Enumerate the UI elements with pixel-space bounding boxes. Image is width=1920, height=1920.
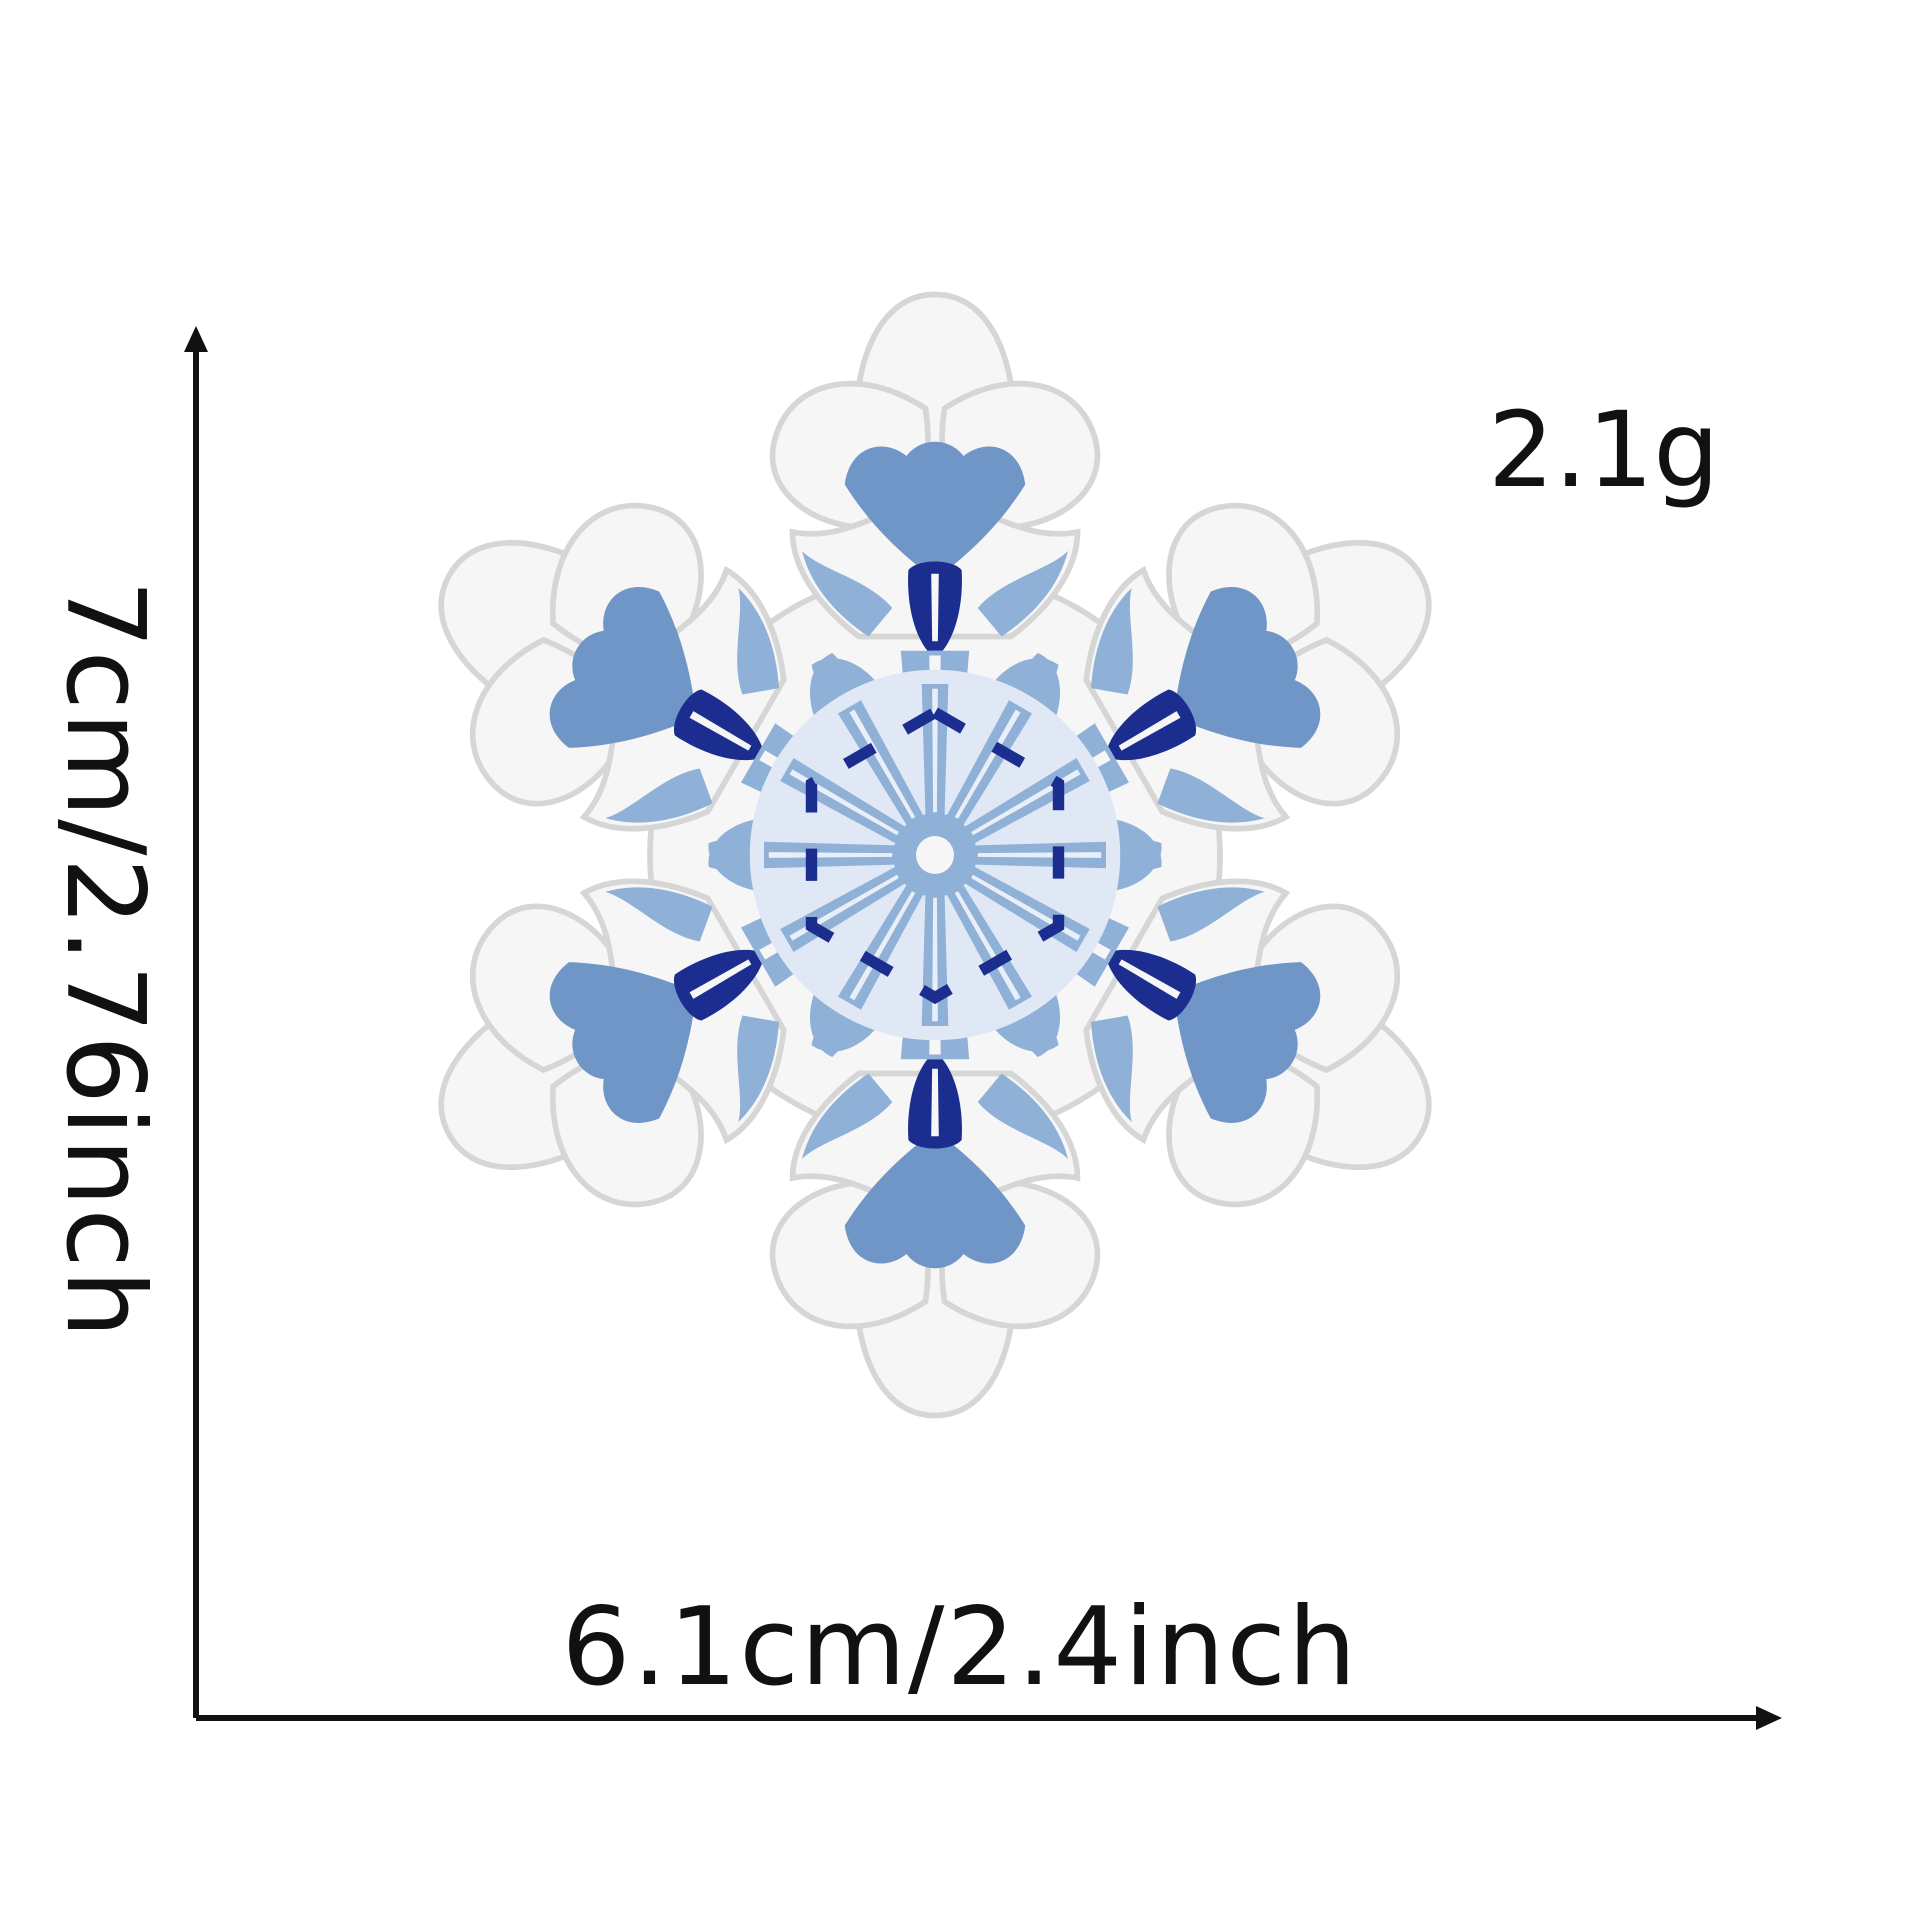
arrow-right-icon xyxy=(1756,1706,1782,1730)
weight-label: 2.1g xyxy=(1488,389,1720,511)
snowflake-patch-image xyxy=(368,294,1501,1415)
height-dimension-label: 7cm/2.76inch xyxy=(42,579,167,1341)
width-dimension-label: 6.1cm/2.4inch xyxy=(561,1585,1359,1710)
arrow-up-icon xyxy=(184,326,208,352)
dimension-axes xyxy=(193,350,1758,1721)
